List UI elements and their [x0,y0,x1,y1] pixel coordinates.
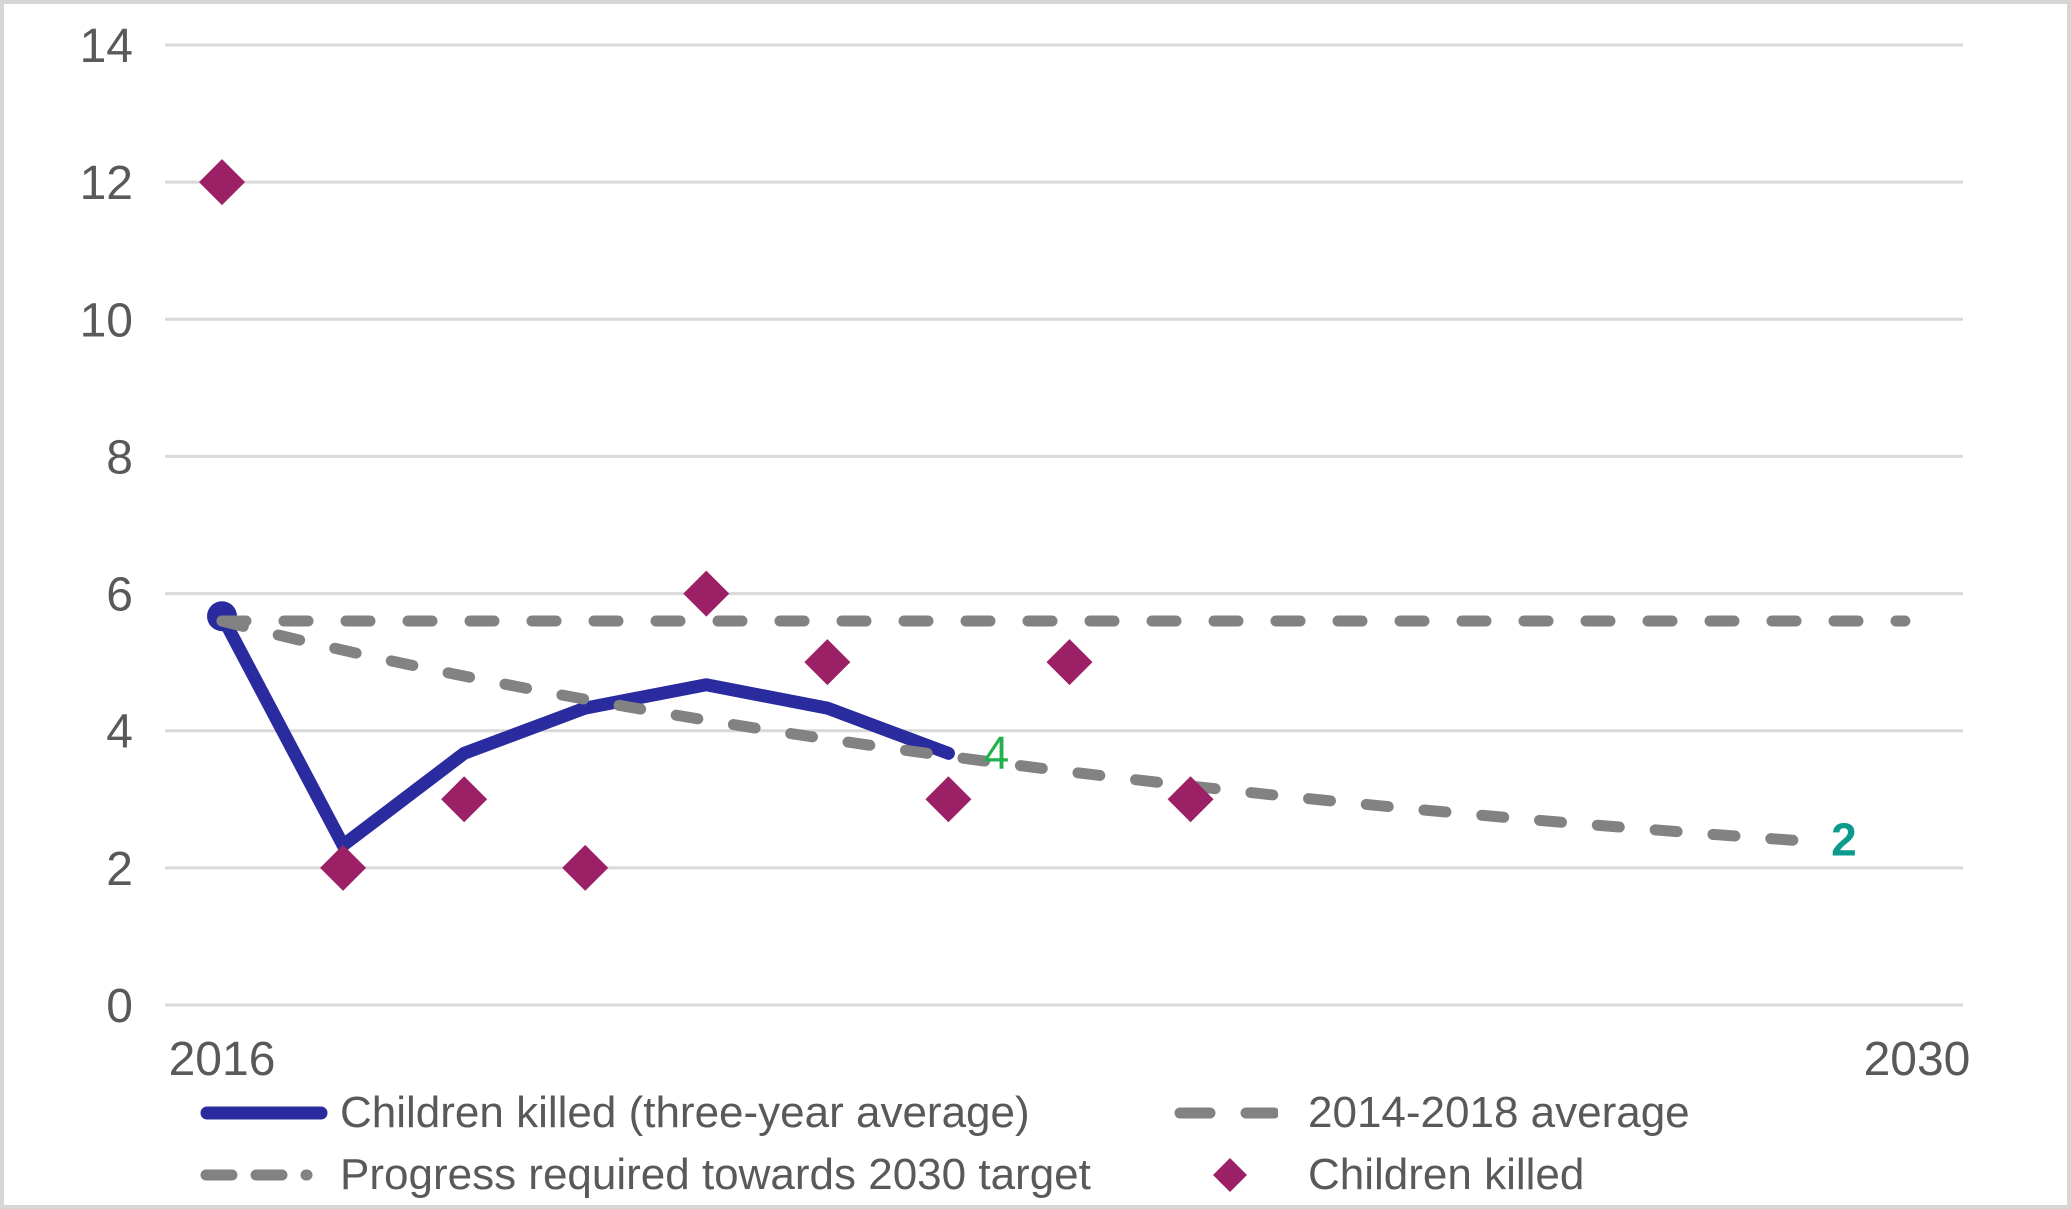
end-value-label-progress_required: 2 [1831,813,1857,865]
legend-item-children-killed: Children killed [1174,1152,1584,1198]
series-dashed-progress_required [216,615,1802,846]
data-point-diamond-children_killed-2016 [199,159,245,206]
y-tick-label-2: 2 [106,843,133,896]
legend-swatch-solid-line-icon [200,1106,328,1120]
legend-item-2014-2018-average: 2014-2018 average [1174,1090,1690,1136]
diamond-marker-icon [1213,1158,1247,1192]
y-tick-label-10: 10 [80,294,133,347]
end-value-label-three_year_average: 4 [984,726,1010,778]
legend-label-progress-required: Progress required towards 2030 target [340,1150,1091,1199]
legend-swatch-dash-dot-line-icon [200,1169,328,1181]
data-point-diamond-children_killed-2017 [320,844,367,891]
y-tick-label-8: 8 [106,431,133,484]
data-point-diamond-children_killed-2021 [804,639,851,686]
data-point-diamond-children_killed-2024 [1167,776,1214,823]
legend-label-three-year-average: Children killed (three-year average) [340,1088,1030,1137]
x-tick-label-2016: 2016 [169,1033,276,1086]
legend-swatch-dashed-line-icon [1174,1107,1278,1119]
legend-item-three-year-average: Children killed (three-year average) [200,1090,1030,1136]
legend-label-2014-2018-average: 2014-2018 average [1308,1088,1690,1137]
y-tick-label-4: 4 [106,706,133,759]
legend-item-progress-required: Progress required towards 2030 target [200,1152,1091,1198]
y-tick-label-12: 12 [80,157,133,210]
data-point-diamond-children_killed-2018 [441,776,488,823]
data-point-diamond-children_killed-2020 [683,570,730,617]
data-point-diamond-children_killed-2022 [925,776,972,823]
data-point-diamond-children_killed-2019 [562,844,609,891]
x-tick-label-2030: 2030 [1864,1033,1971,1086]
data-point-diamond-children_killed-2023 [1046,639,1093,686]
y-tick-label-6: 6 [106,569,133,622]
y-tick-label-0: 0 [106,980,133,1033]
y-tick-label-14: 14 [80,20,133,73]
legend-swatch-diamond-icon [1213,1158,1247,1192]
legend-label-children-killed: Children killed [1308,1150,1585,1199]
